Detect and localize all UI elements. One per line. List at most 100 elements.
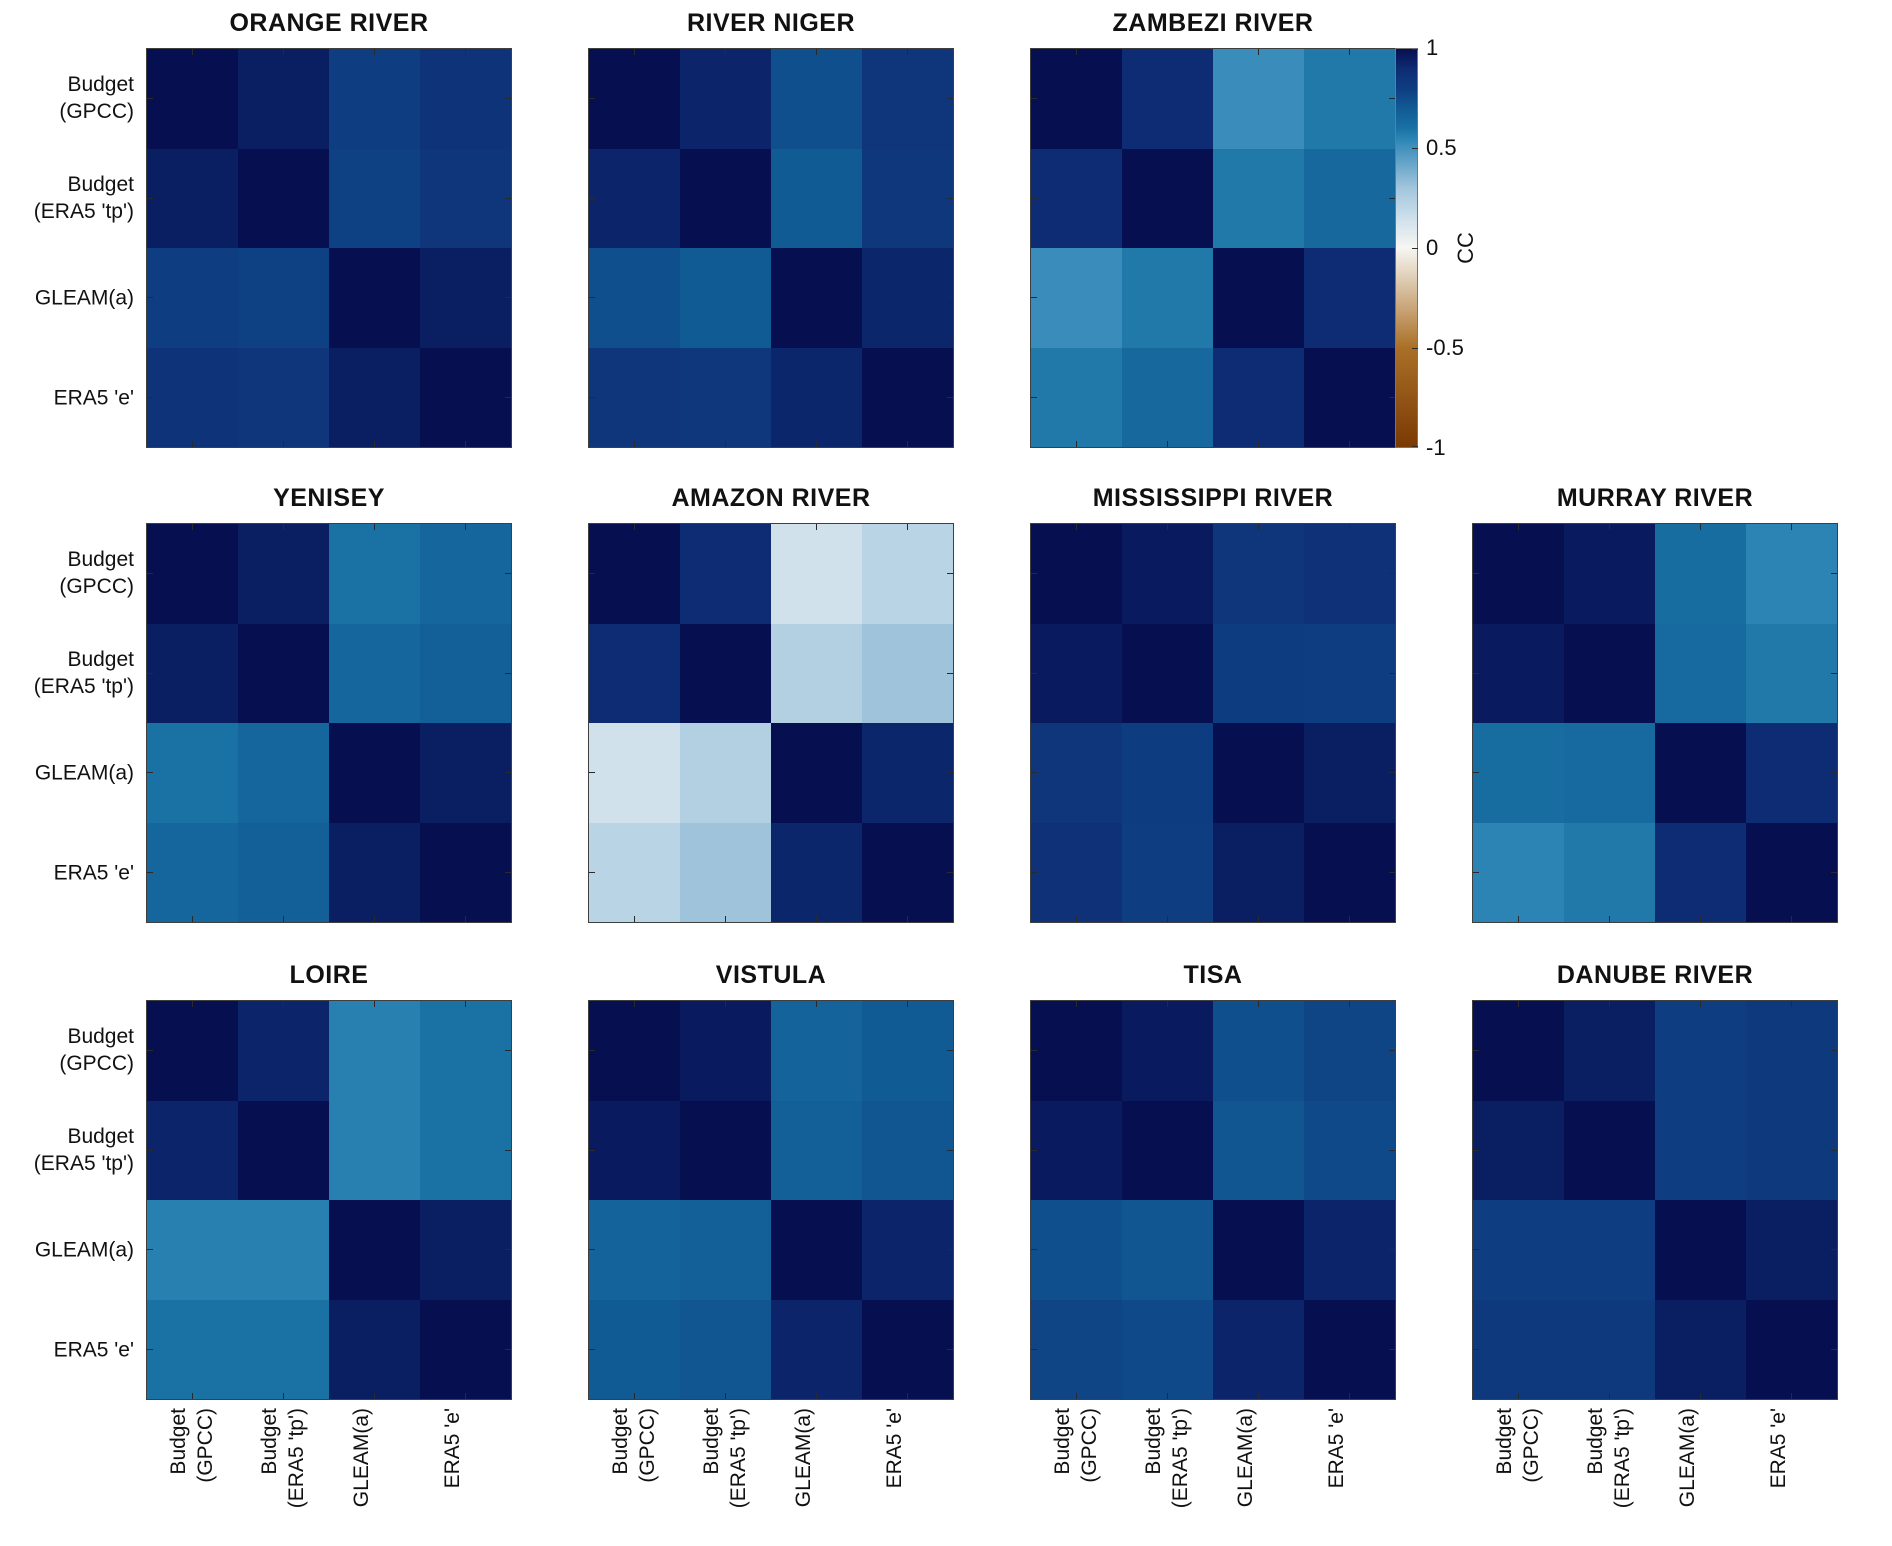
heatmap-cell	[1122, 1200, 1213, 1300]
axis-tick	[283, 916, 284, 922]
heatmap-cell	[1746, 623, 1837, 723]
heatmap-cell	[771, 1100, 862, 1200]
heatmap-cell	[329, 723, 420, 823]
heatmap-cell	[420, 1299, 511, 1399]
axis-tick	[1473, 1050, 1479, 1052]
heatmap-cell	[147, 1100, 238, 1200]
axis-tick	[947, 297, 953, 299]
heatmap-cell	[771, 49, 862, 149]
axis-tick	[947, 396, 953, 398]
axis-tick	[1258, 441, 1259, 447]
heatmap-cell	[147, 148, 238, 248]
heatmap-cell	[1746, 1100, 1837, 1200]
axis-tick	[1167, 1393, 1168, 1399]
axis-tick	[1389, 98, 1395, 100]
x-axis-label: GLEAM(a)	[1233, 1408, 1257, 1508]
axis-tick	[1031, 297, 1037, 299]
heatmap-cell	[238, 1200, 329, 1300]
axis-tick	[1389, 871, 1395, 873]
axis-tick	[147, 297, 153, 299]
axis-tick	[374, 916, 375, 922]
axis-tick	[1031, 98, 1037, 100]
heatmap-cell	[420, 623, 511, 723]
axis-tick	[589, 672, 595, 674]
heatmap-cell	[862, 248, 953, 348]
x-axis-label: Budget (ERA5 'tp')	[258, 1408, 309, 1509]
x-axis-label: Budget (GPCC)	[1492, 1408, 1543, 1483]
heatmap-cell	[1122, 623, 1213, 723]
axis-tick	[1389, 1050, 1395, 1052]
axis-tick	[505, 1249, 511, 1251]
heatmap-panel-mississippi-river	[1030, 523, 1396, 923]
axis-tick	[725, 441, 726, 447]
heatmap-panel-vistula	[588, 1000, 954, 1400]
heatmap-cell	[238, 49, 329, 149]
axis-tick	[1389, 1348, 1395, 1350]
axis-tick	[947, 573, 953, 575]
heatmap-cell	[1031, 1299, 1122, 1399]
heatmap-cell	[680, 1100, 771, 1200]
axis-tick	[1389, 1249, 1395, 1251]
heatmap-cell	[147, 1001, 238, 1101]
heatmap-panel-river-niger	[588, 48, 954, 448]
axis-tick	[192, 524, 193, 530]
heatmap-cell	[1304, 1001, 1395, 1101]
x-axis-label: ERA5 'e'	[1767, 1408, 1791, 1489]
axis-tick	[1700, 524, 1701, 530]
axis-tick	[816, 1001, 817, 1007]
axis-tick	[1791, 1393, 1792, 1399]
heatmap-cell	[1473, 524, 1564, 624]
axis-tick	[283, 49, 284, 55]
axis-tick	[465, 441, 466, 447]
axis-tick	[725, 1393, 726, 1399]
axis-tick	[1831, 871, 1837, 873]
heatmap-cell	[1746, 1299, 1837, 1399]
heatmap-cell	[1304, 1299, 1395, 1399]
axis-tick	[1518, 1001, 1519, 1007]
axis-tick	[816, 1393, 817, 1399]
axis-tick	[505, 1149, 511, 1151]
heatmap-panel-loire	[146, 1000, 512, 1400]
x-axis-label: GLEAM(a)	[1675, 1408, 1699, 1508]
axis-tick	[147, 1050, 153, 1052]
axis-tick	[1473, 1149, 1479, 1151]
x-axis-label: Budget (ERA5 'tp')	[1584, 1408, 1635, 1509]
axis-tick	[634, 524, 635, 530]
axis-tick	[192, 1393, 193, 1399]
heatmap-cell	[329, 248, 420, 348]
heatmap-cell	[329, 623, 420, 723]
heatmap-cell	[1564, 524, 1655, 624]
heatmap-cell	[1655, 623, 1746, 723]
y-axis-label: Budget (GPCC)	[59, 73, 134, 123]
axis-tick	[1791, 916, 1792, 922]
heatmap-cell	[1655, 1200, 1746, 1300]
heatmap-cell	[771, 347, 862, 447]
heatmap-cell	[862, 49, 953, 149]
heatmap-cell	[1304, 49, 1395, 149]
panel-title-yenisey: YENISEY	[273, 484, 385, 512]
axis-tick	[1076, 524, 1077, 530]
axis-tick	[147, 98, 153, 100]
axis-tick	[465, 49, 466, 55]
heatmap-cell	[1213, 1100, 1304, 1200]
heatmap-cell	[1031, 723, 1122, 823]
heatmap-cell	[680, 1200, 771, 1300]
axis-tick	[1518, 524, 1519, 530]
axis-tick	[1349, 524, 1350, 530]
axis-tick	[1031, 672, 1037, 674]
heatmap-cell	[329, 1200, 420, 1300]
heatmap-cell	[1213, 524, 1304, 624]
heatmap-cell	[1213, 723, 1304, 823]
heatmap-cell	[1304, 1200, 1395, 1300]
axis-tick	[947, 197, 953, 199]
heatmap-cell	[238, 1100, 329, 1200]
heatmap-cell	[680, 148, 771, 248]
heatmap-panel-amazon-river	[588, 523, 954, 923]
heatmap-cell	[1473, 723, 1564, 823]
heatmap-cell	[238, 623, 329, 723]
heatmap-cell	[1304, 623, 1395, 723]
axis-tick	[1831, 672, 1837, 674]
axis-tick	[1791, 524, 1792, 530]
axis-tick	[1389, 772, 1395, 774]
axis-tick	[505, 1050, 511, 1052]
